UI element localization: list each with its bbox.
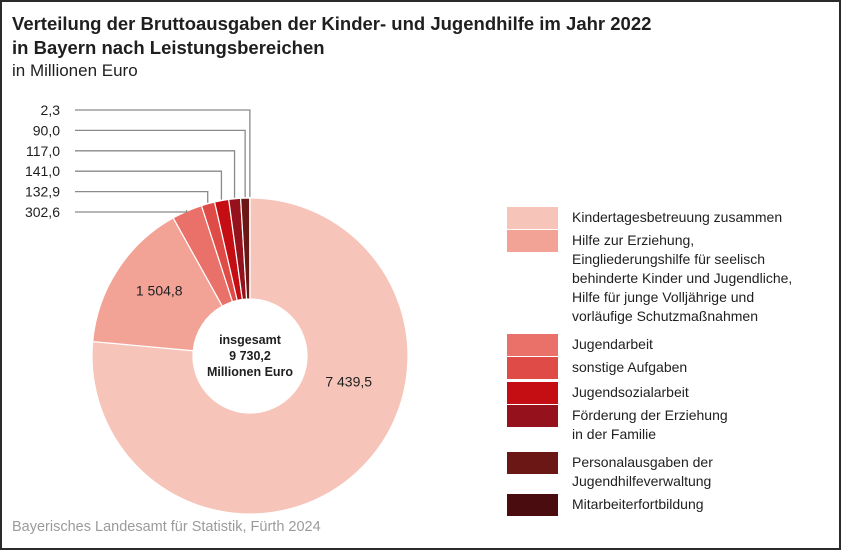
leader-line-7: [75, 109, 251, 198]
slice-value-label-5: 117,0: [26, 143, 60, 159]
leader-line-4: [75, 170, 223, 200]
slice-value-label-3: 132,9: [25, 184, 60, 200]
leader-line-3: [75, 190, 209, 203]
center-label-line-0: insgesamt: [219, 333, 282, 347]
legend-label-0: Kindertagesbetreuung zusammen: [572, 209, 783, 225]
slice-value-label-7: 2,3: [41, 102, 61, 118]
legend-item-0: Kindertagesbetreuung zusammen: [507, 207, 837, 229]
legend-item-7: Mitarbeiterfortbildung: [507, 494, 837, 516]
slice-value-label-4: 141,0: [25, 163, 60, 179]
legend-swatch-0: [507, 207, 558, 229]
leader-line-5: [75, 150, 236, 198]
legend-item-4: Jugendsozialarbeit: [507, 382, 837, 404]
center-label-line-2: Millionen Euro: [207, 365, 293, 379]
legend-label-5: Förderung der Erziehung in der Familie: [572, 407, 728, 442]
legend-label-6: Personalausgaben der Jugendhilfeverwaltu…: [572, 454, 713, 489]
legend: Kindertagesbetreuung zusammen Hilfe zur E…: [507, 207, 837, 516]
slice-1: [92, 217, 224, 352]
legend-item-3: sonstige Aufgaben: [507, 357, 837, 379]
leader-line-2: [75, 210, 188, 213]
legend-label-7: Mitarbeiterfortbildung: [572, 496, 704, 512]
chart-title-line-2: in Bayern nach Leistungsbereichen: [12, 37, 325, 58]
legend-label-3: sonstige Aufgaben: [572, 359, 688, 375]
slice-value-label-0: 7 439,5: [325, 374, 372, 390]
legend-item-6: Personalausgaben der Jugendhilfeverwaltu…: [507, 452, 837, 491]
leader-line-6: [75, 129, 246, 198]
legend-label-2: Jugendarbeit: [572, 336, 653, 352]
center-label-line-1: 9 730,2: [229, 349, 271, 363]
slice-value-label-6: 90,0: [33, 122, 60, 138]
chart-title: Verteilung der Bruttoausgaben der Kinder…: [12, 12, 651, 60]
legend-item-1: Hilfe zur Erziehung, Eingliederungshilfe…: [507, 230, 837, 326]
legend-item-5: Förderung der Erziehung in der Familie: [507, 405, 837, 444]
legend-swatch-3: [507, 357, 558, 379]
legend-label-1: Hilfe zur Erziehung, Eingliederungshilfe…: [572, 232, 793, 324]
legend-swatch-4: [507, 382, 558, 404]
legend-swatch-7: [507, 494, 558, 516]
slice-value-label-1: 1 504,8: [136, 282, 183, 298]
legend-swatch-5: [507, 405, 558, 427]
legend-swatch-2: [507, 334, 558, 356]
slice-value-label-2: 302,6: [25, 204, 60, 220]
legend-swatch-6: [507, 452, 558, 474]
chart-title-line-1: Verteilung der Bruttoausgaben der Kinder…: [12, 13, 652, 34]
legend-swatch-1: [507, 230, 558, 252]
slice-0: [91, 197, 409, 515]
legend-item-2: Jugendarbeit: [507, 334, 837, 356]
source-note: Bayerisches Landesamt für Statistik, Für…: [12, 519, 321, 535]
legend-label-4: Jugendsozialarbeit: [572, 384, 689, 400]
chart-subtitle: in Millionen Euro: [12, 61, 138, 80]
